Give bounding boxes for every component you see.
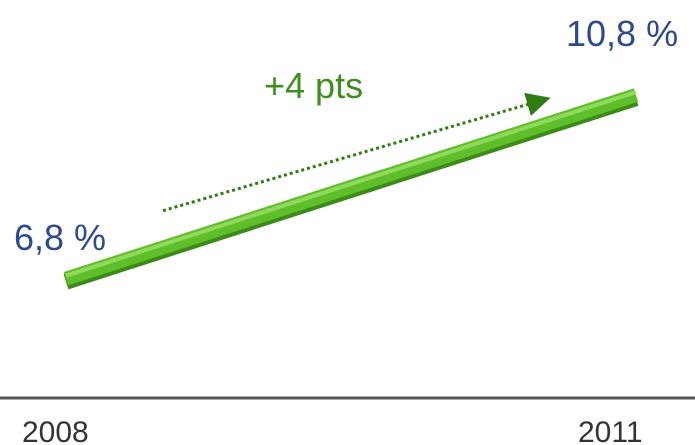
trend-arrow	[162, 92, 551, 213]
x-tick-label-start: 2008	[22, 416, 89, 445]
chart-marks	[0, 88, 695, 400]
change-annotation: +4 pts	[264, 65, 363, 106]
x-tick-label-end: 2011	[578, 416, 643, 445]
series-line	[63, 88, 639, 286]
data-label-end: 10,8 %	[566, 13, 678, 54]
series-line-highlight	[65, 90, 637, 278]
chart-labels: 6,8 % 10,8 % +4 pts 2008 2011	[14, 13, 678, 445]
data-label-start: 6,8 %	[14, 217, 106, 258]
